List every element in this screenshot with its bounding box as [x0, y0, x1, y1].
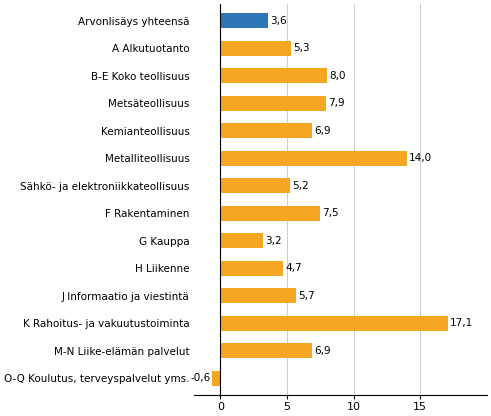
Bar [220, 343, 312, 359]
Bar [220, 206, 320, 221]
Text: 3,6: 3,6 [271, 16, 287, 26]
Text: 5,7: 5,7 [299, 291, 315, 301]
Bar [220, 151, 407, 166]
Text: 14,0: 14,0 [409, 153, 432, 163]
Bar [220, 178, 290, 193]
Bar [213, 371, 220, 386]
Text: 5,2: 5,2 [292, 181, 308, 191]
Text: 7,9: 7,9 [327, 98, 344, 108]
Bar [220, 41, 291, 56]
Text: 8,0: 8,0 [329, 71, 346, 81]
Text: 17,1: 17,1 [450, 318, 473, 328]
Text: 3,2: 3,2 [265, 236, 282, 246]
Bar [220, 261, 283, 276]
Bar [220, 288, 297, 303]
Bar [220, 316, 448, 331]
Bar [220, 96, 326, 111]
Text: 7,5: 7,5 [323, 208, 339, 218]
Text: 4,7: 4,7 [285, 263, 301, 273]
Bar [220, 233, 263, 248]
Bar [220, 68, 327, 83]
Text: -0,6: -0,6 [190, 374, 211, 384]
Text: 6,9: 6,9 [314, 126, 331, 136]
Bar [220, 123, 312, 138]
Text: 6,9: 6,9 [314, 346, 331, 356]
Bar [220, 13, 269, 28]
Text: 5,3: 5,3 [293, 43, 310, 53]
